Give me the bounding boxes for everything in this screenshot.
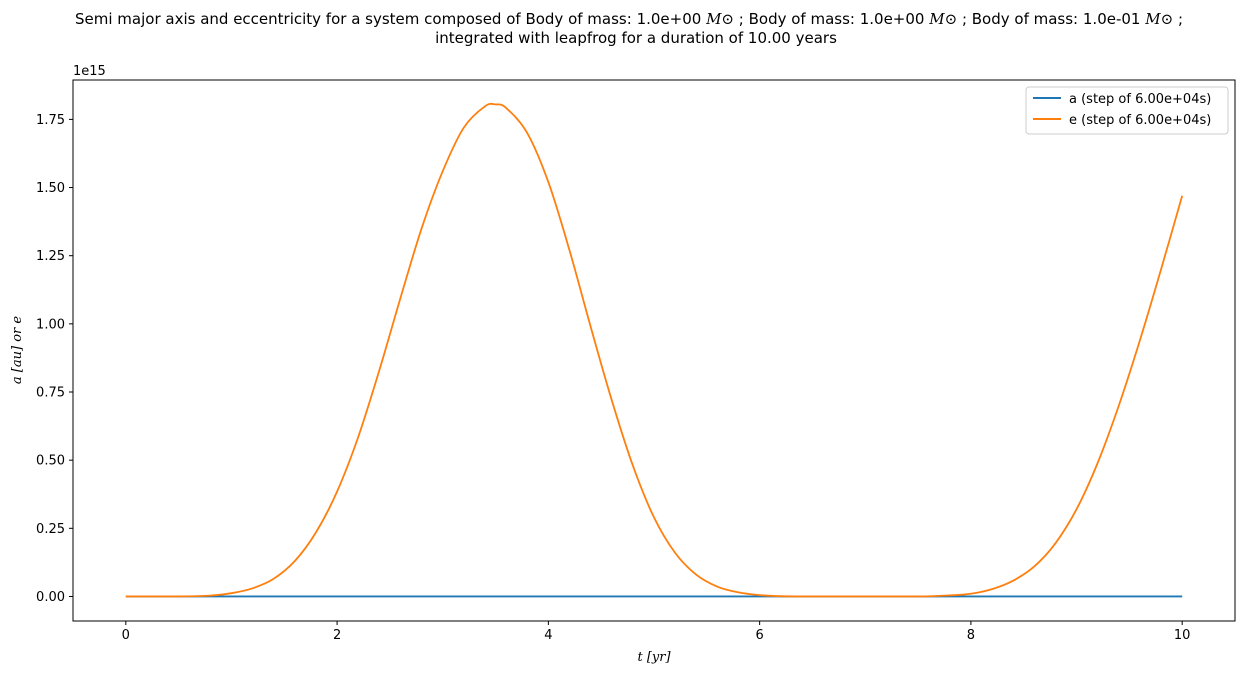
title-part-1: Semi major axis and eccentricity for a s…	[75, 10, 706, 28]
series-group	[125, 102, 1184, 598]
legend: a (step of 6.00e+04s) e (step of 6.00e+0…	[1025, 86, 1229, 135]
plot-area	[72, 79, 1236, 622]
chart-title-line1: Semi major axis and eccentricity for a s…	[75, 10, 1183, 28]
x-axis-label: t [yr]	[637, 650, 671, 665]
y-tick-label: 1.25	[36, 249, 65, 264]
msun-symbol-1: M⊙	[705, 10, 734, 28]
x-tick-label: 10	[1174, 628, 1191, 643]
y-tick-label: 1.00	[36, 317, 65, 332]
title-part-3: ; Body of mass: 1.0e-01	[957, 10, 1145, 28]
msun-symbol-2: M⊙	[928, 10, 957, 28]
legend-box	[1025, 86, 1229, 135]
title-part-2: ; Body of mass: 1.0e+00	[734, 10, 929, 28]
x-tick-label: 6	[755, 628, 763, 643]
legend-label-a: a (step of 6.00e+04s)	[1069, 92, 1211, 107]
msun-symbol-3: M⊙	[1144, 10, 1173, 28]
y-offset-label: 1e15	[73, 64, 106, 79]
x-axis-ticks: 0 2 4 6 8 10	[122, 621, 1191, 643]
y-tick-label: 0.75	[36, 386, 65, 401]
y-tick-label: 1.50	[36, 181, 65, 196]
y-tick-label: 0.25	[36, 522, 65, 537]
y-tick-label: 0.50	[36, 454, 65, 469]
y-axis-ticks: 0.00 0.25 0.50 0.75 1.00 1.25 1.50 1.75	[36, 113, 73, 605]
y-axis-label: a [au] or e	[10, 316, 25, 384]
y-tick-label: 1.75	[36, 113, 65, 128]
title-part-4: ;	[1173, 10, 1183, 28]
x-tick-label: 4	[544, 628, 552, 643]
x-tick-label: 2	[333, 628, 341, 643]
y-tick-label: 0.00	[36, 590, 65, 605]
legend-label-e: e (step of 6.00e+04s)	[1069, 113, 1211, 128]
x-tick-label: 0	[122, 628, 130, 643]
x-tick-label: 8	[967, 628, 975, 643]
series-line-1	[125, 102, 1184, 598]
chart-title-line2: integrated with leapfrog for a duration …	[435, 29, 837, 47]
